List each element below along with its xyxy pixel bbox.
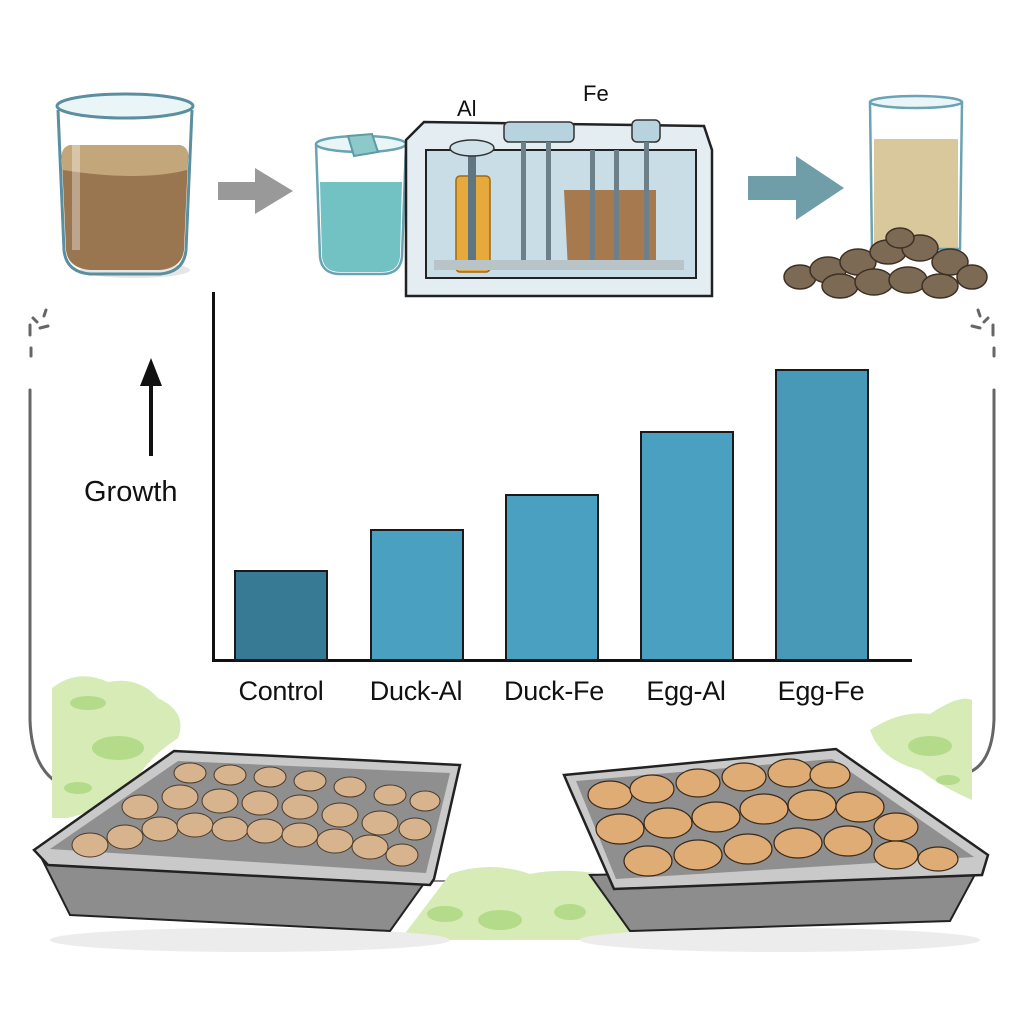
x-label-egg-fe: Egg-Fe	[777, 676, 865, 706]
green-patch-right	[860, 690, 978, 820]
soil-pellets	[780, 222, 990, 302]
electrode-label-al: Al	[457, 96, 477, 121]
chart-area	[210, 292, 915, 664]
x-label-egg-al: Egg-Al	[646, 676, 726, 706]
bar-control[interactable]	[234, 570, 328, 661]
x-label-duck-fe: Duck-Fe	[504, 676, 604, 706]
electrolysis-cell	[404, 110, 716, 300]
bar-duck-al[interactable]	[370, 529, 464, 661]
water-beaker	[312, 132, 410, 277]
control-tray	[30, 745, 470, 955]
electrode-label-fe: Fe	[583, 81, 609, 106]
green-patch-left	[48, 668, 188, 818]
y-axis	[212, 292, 215, 662]
treated-tray	[560, 745, 1000, 955]
raw-sludge-beaker	[50, 90, 200, 280]
bar-duck-fe[interactable]	[505, 494, 599, 661]
x-label-duck-al: Duck-Al	[369, 676, 463, 706]
bar-egg-al[interactable]	[640, 431, 734, 661]
growth-arrow-icon	[138, 358, 164, 458]
green-patch-bottom	[390, 860, 640, 940]
bar-egg-fe[interactable]	[775, 369, 869, 661]
gray-arrow-icon	[218, 168, 293, 214]
x-label-control: Control	[238, 676, 324, 706]
blue-arrow-icon	[748, 156, 844, 220]
y-axis-label: Growth	[84, 476, 178, 508]
